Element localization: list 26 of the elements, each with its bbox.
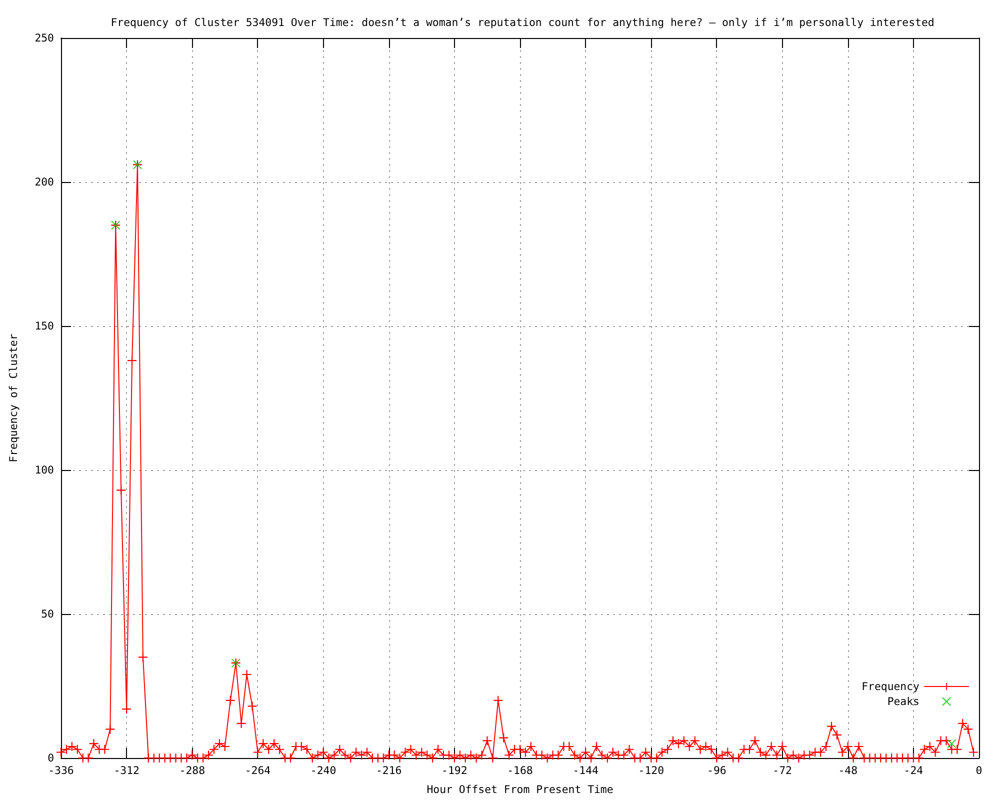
x-tick-label: -192 bbox=[442, 764, 468, 777]
x-tick-label: -240 bbox=[310, 764, 336, 777]
y-tick-label: 250 bbox=[34, 32, 54, 44]
x-tick-label: -48 bbox=[838, 764, 858, 777]
y-tick-label: 100 bbox=[34, 464, 54, 476]
x-tick-label: -168 bbox=[507, 764, 533, 777]
x-tick-label: -336 bbox=[48, 764, 74, 777]
x-tick-label: -24 bbox=[904, 764, 924, 777]
x-tick-label: -312 bbox=[114, 764, 140, 777]
legend-label: Peaks bbox=[887, 695, 920, 708]
x-tick-label: -144 bbox=[572, 764, 598, 777]
x-tick-label: -120 bbox=[638, 764, 664, 777]
x-tick-label: -264 bbox=[244, 764, 271, 777]
y-tick-label: 150 bbox=[34, 320, 54, 332]
y-axis-title: Frequency of Cluster bbox=[7, 333, 20, 462]
legend-label: Frequency bbox=[862, 680, 920, 693]
x-tick-label: -96 bbox=[707, 764, 726, 777]
chart-title: Frequency of Cluster 534091 Over Time: doesn’t a woman’s reputation count for anything here? – only if i’m personally interested bbox=[110, 16, 934, 29]
y-tick-label: 200 bbox=[34, 176, 54, 188]
x-axis-title: Hour Offset From Present Time bbox=[426, 783, 614, 796]
x-tick-label: -288 bbox=[179, 764, 206, 777]
x-tick-label: -72 bbox=[772, 764, 792, 777]
x-tick-label: -216 bbox=[376, 764, 402, 777]
y-tick-label: 0 bbox=[48, 752, 54, 764]
y-tick-label: 50 bbox=[41, 608, 54, 620]
x-tick-label: 0 bbox=[976, 764, 982, 777]
